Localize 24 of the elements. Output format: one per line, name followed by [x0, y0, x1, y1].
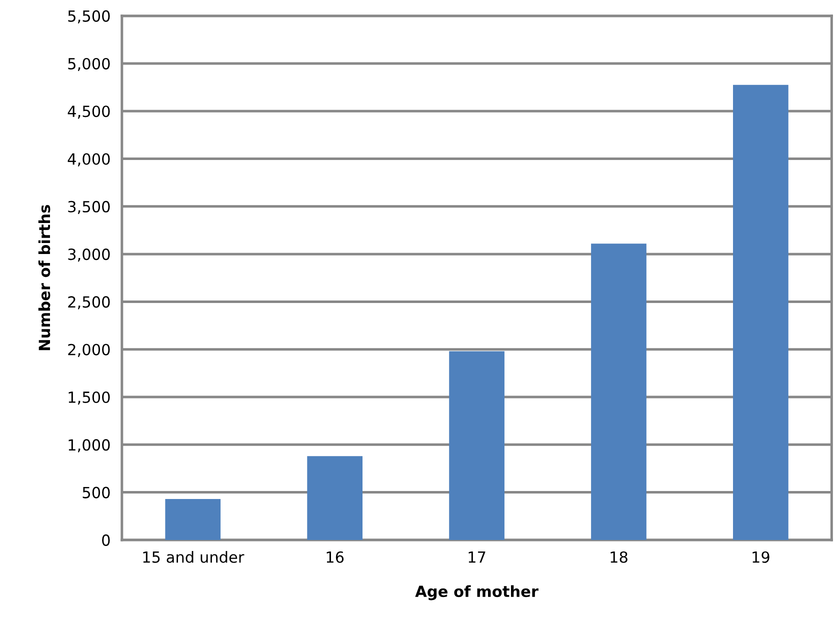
x-tick-label: 17: [468, 552, 486, 563]
y-tick-label: 3,000: [68, 248, 110, 262]
y-axis-title: Number of births: [38, 205, 50, 350]
y-tick-label: 1,000: [68, 439, 110, 452]
y-tick-label: 4,500: [68, 106, 110, 119]
y-tick-label: 1,500: [68, 391, 110, 405]
y-tick-label: 4,000: [68, 153, 110, 166]
bar: [449, 351, 504, 540]
bar: [733, 84, 788, 540]
y-tick-label: 3,500: [68, 200, 110, 214]
y-tick-label: 2,500: [68, 296, 110, 310]
y-tick-label: 500: [82, 486, 110, 498]
bar: [307, 456, 363, 540]
x-tick-label: 19: [752, 551, 770, 563]
bar: [165, 498, 221, 540]
y-tick-label: 2,000: [68, 344, 110, 357]
y-tick-label: 5,500: [68, 10, 110, 24]
x-axis-title: Age of mother: [415, 585, 538, 600]
x-tick-label: 15 and under: [143, 551, 244, 563]
y-tick-label: 0: [102, 534, 110, 546]
bar: [591, 244, 646, 540]
x-tick-label: 18: [610, 551, 628, 563]
y-tick-label: 5,000: [68, 58, 110, 72]
x-tick-label: 16: [326, 551, 344, 563]
